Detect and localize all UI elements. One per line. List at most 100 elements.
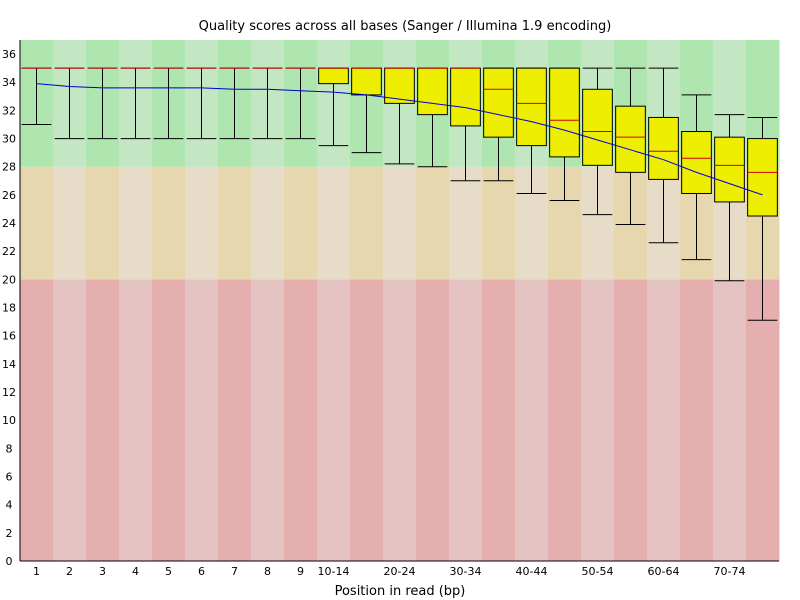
- zone-band-1-col-5: [185, 166, 219, 280]
- zone-band-1-col-8: [284, 166, 318, 280]
- zone-band-0-col-8: [284, 279, 318, 561]
- interquartile-box: [714, 136, 745, 203]
- zone-band-0-col-15: [515, 279, 549, 561]
- box-75-76: [747, 116, 778, 321]
- zone-band-1-col-6: [218, 166, 252, 280]
- box-5: [153, 67, 184, 140]
- box-70-74: [714, 114, 745, 282]
- box-15-19: [351, 67, 382, 154]
- y-tick-label-12: 12: [2, 386, 16, 399]
- x-tick-label-9: 9: [297, 565, 304, 578]
- interquartile-box: [747, 138, 778, 217]
- y-tick-label-8: 8: [6, 442, 13, 455]
- box-55-59: [615, 67, 646, 225]
- y-tick-label-36: 36: [2, 48, 16, 61]
- x-tick-label-3: 3: [99, 565, 106, 578]
- mean-line-group: [36, 83, 763, 196]
- interquartile-box: [549, 67, 580, 158]
- x-tick-label-60-64: 60-64: [648, 565, 680, 578]
- y-tick-label-14: 14: [2, 358, 16, 371]
- y-tick-label-0: 0: [6, 555, 13, 568]
- interquartile-box: [681, 131, 712, 194]
- zone-band-1-col-13: [449, 166, 483, 280]
- y-tick-label-20: 20: [2, 273, 16, 286]
- zone-band-1-col-11: [383, 166, 417, 280]
- x-tick-label-4: 4: [132, 565, 139, 578]
- interquartile-box: [417, 67, 448, 116]
- mean-line: [36, 83, 763, 196]
- interquartile-box: [318, 67, 349, 85]
- zone-band-0-col-7: [251, 279, 285, 561]
- interquartile-box: [615, 105, 646, 173]
- zone-band-0-col-6: [218, 279, 252, 561]
- chart-title: Quality scores across all bases (Sanger …: [199, 19, 612, 34]
- box-25-29: [417, 67, 448, 168]
- zone-band-0-col-16: [548, 279, 582, 561]
- y-tick-label-16: 16: [2, 330, 16, 343]
- y-tick-label-2: 2: [6, 527, 13, 540]
- box-7: [219, 67, 250, 140]
- zone-band-1-col-1: [53, 166, 87, 280]
- zone-band-0-col-9: [317, 279, 351, 561]
- zone-band-0-col-20: [680, 279, 714, 561]
- zone-band-0-col-0: [20, 279, 54, 561]
- box-35-39: [483, 67, 514, 182]
- zone-band-1-col-2: [86, 166, 120, 280]
- interquartile-box: [483, 67, 514, 138]
- zone-band-0-col-10: [350, 279, 384, 561]
- zone-band-0-col-1: [53, 279, 87, 561]
- x-tick-label-40-44: 40-44: [516, 565, 548, 578]
- zone-band-0-col-14: [482, 279, 516, 561]
- zone-band-1-col-9: [317, 166, 351, 280]
- box-45-49: [549, 67, 580, 202]
- box-3: [87, 67, 118, 140]
- y-tick-label-4: 4: [6, 499, 13, 512]
- y-tick-label-28: 28: [2, 161, 16, 174]
- zone-band-1-col-10: [350, 166, 384, 280]
- box-10-14: [318, 67, 349, 147]
- y-tick-label-26: 26: [2, 189, 16, 202]
- x-tick-label-2: 2: [66, 565, 73, 578]
- zone-band-0-col-11: [383, 279, 417, 561]
- x-tick-label-30-34: 30-34: [450, 565, 482, 578]
- zone-band-0-col-3: [119, 279, 153, 561]
- interquartile-box: [351, 67, 382, 96]
- zone-band-1-col-4: [152, 166, 186, 280]
- box-2: [54, 67, 85, 140]
- box-series: [21, 67, 778, 321]
- x-tick-label-70-74: 70-74: [714, 565, 746, 578]
- x-tick-label-1: 1: [33, 565, 40, 578]
- zone-band-0-col-13: [449, 279, 483, 561]
- zone-band-1-col-0: [20, 166, 54, 280]
- x-tick-label-8: 8: [264, 565, 271, 578]
- box-6: [186, 67, 217, 140]
- box-30-34: [450, 67, 481, 182]
- x-axis-label: Position in read (bp): [335, 584, 466, 599]
- x-tick-label-6: 6: [198, 565, 205, 578]
- interquartile-box: [648, 116, 679, 180]
- box-40-44: [516, 67, 547, 194]
- zone-band-0-col-18: [614, 279, 648, 561]
- zone-band-1-col-14: [482, 166, 516, 280]
- zone-band-0-col-17: [581, 279, 615, 561]
- box-1: [21, 67, 52, 125]
- zone-band-0-col-2: [86, 279, 120, 561]
- zone-band-0-col-22: [746, 279, 780, 561]
- x-tick-label-20-24: 20-24: [384, 565, 416, 578]
- box-8: [252, 67, 283, 140]
- zone-band-0-col-4: [152, 279, 186, 561]
- y-tick-label-18: 18: [2, 302, 16, 315]
- y-tick-label-32: 32: [2, 104, 16, 117]
- interquartile-box: [582, 88, 613, 166]
- zone-band-0-col-5: [185, 279, 219, 561]
- box-50-54: [582, 67, 613, 216]
- x-tick-labels: 1 2 3 4 5 6 7 8 9 10-14 20-24 30-34 40-44 50-54 60-64 7…: [33, 565, 745, 578]
- x-tick-label-50-54: 50-54: [582, 565, 614, 578]
- box-4: [120, 67, 151, 140]
- y-tick-label-34: 34: [2, 76, 16, 89]
- zone-band-1-col-7: [251, 166, 285, 280]
- axes: [19, 40, 779, 562]
- y-tick-label-22: 22: [2, 245, 16, 258]
